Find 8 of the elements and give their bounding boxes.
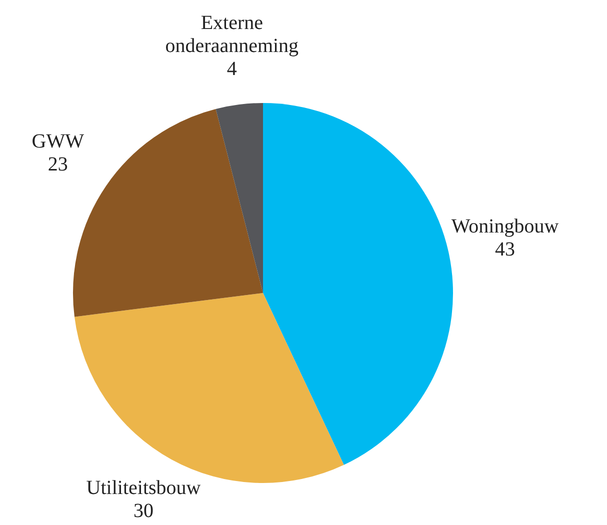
data-label: 23 — [48, 153, 68, 176]
data-label: 4 — [226, 58, 237, 80]
slice-label: Woningbouw — [451, 216, 560, 238]
slice-label: Externe onderaanneming — [165, 12, 299, 58]
data-label: 30 — [134, 500, 154, 522]
slice-label: Utiliteitsbouw — [86, 476, 202, 499]
slice-label: GWW — [32, 130, 84, 152]
data-label: 43 — [495, 238, 516, 261]
